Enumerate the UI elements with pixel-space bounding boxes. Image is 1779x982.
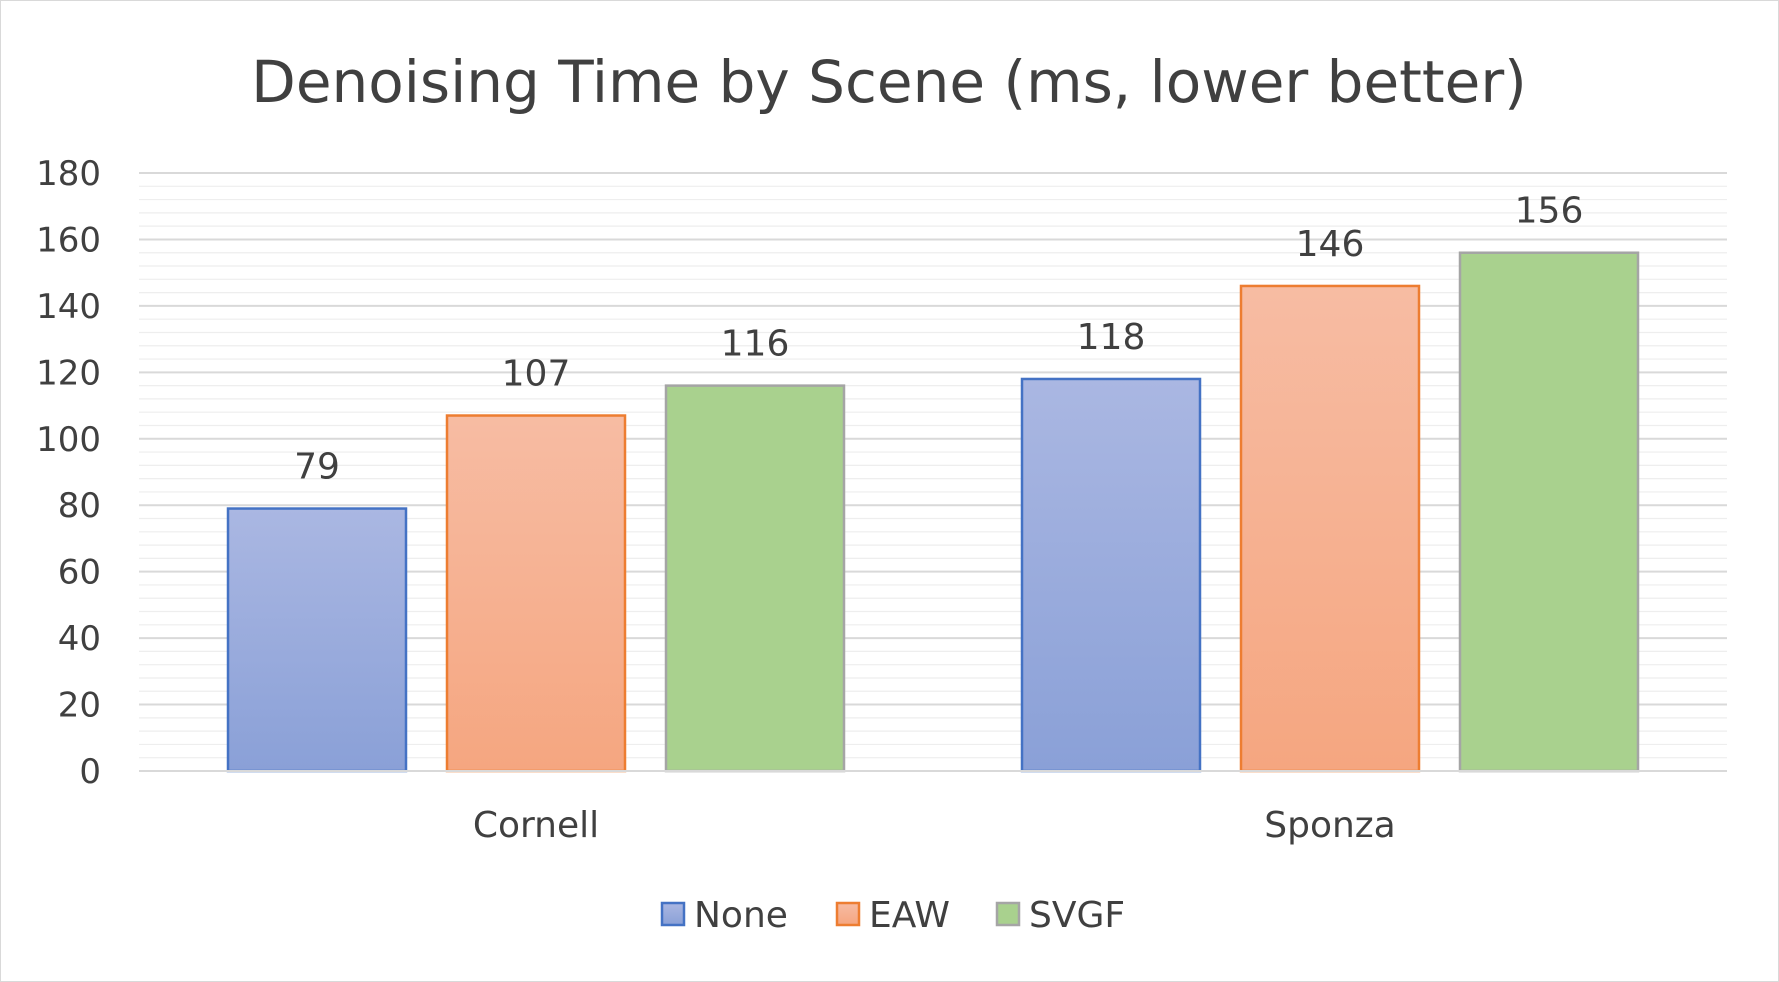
y-tick-label: 100	[36, 420, 101, 460]
data-label-sponza-none: 118	[1077, 317, 1146, 358]
y-tick-label: 120	[36, 353, 101, 393]
bar-sponza-none	[1020, 377, 1202, 773]
data-labels: 79 107 116 118 146 156	[294, 191, 1583, 488]
legend-swatch-svgf	[995, 901, 1021, 927]
data-label-cornell-none: 79	[294, 447, 340, 488]
y-tick-label: 140	[36, 287, 101, 327]
y-tick-label: 0	[79, 752, 101, 792]
bar-sponza-eaw	[1239, 284, 1421, 773]
y-tick-label: 20	[58, 686, 101, 726]
bar-cornell-none	[226, 507, 408, 773]
legend-item-none: None	[660, 895, 788, 936]
y-tick-label: 40	[58, 619, 101, 659]
x-axis-category-labels: Cornell Sponza	[473, 805, 1396, 846]
data-label-sponza-svgf: 156	[1515, 191, 1584, 232]
legend: None EAW SVGF	[660, 895, 1125, 936]
legend-label-svgf: SVGF	[1029, 895, 1125, 936]
bar-sponza-svgf	[1458, 251, 1640, 773]
y-tick-label: 60	[58, 553, 101, 593]
bar-cornell-svgf	[664, 384, 846, 773]
legend-label-none: None	[694, 895, 788, 936]
legend-swatch-eaw	[835, 901, 861, 927]
legend-label-eaw: EAW	[869, 895, 950, 936]
x-category-label-sponza: Sponza	[1264, 805, 1396, 846]
y-axis-tick-labels: 0 20 40 60 80 100 120 140 160 180	[36, 154, 101, 792]
y-tick-label: 80	[58, 486, 101, 526]
y-tick-label: 180	[36, 154, 101, 194]
chart-title: Denoising Time by Scene (ms, lower bette…	[251, 48, 1527, 116]
bar-cornell-eaw	[445, 414, 627, 773]
data-label-sponza-eaw: 146	[1296, 224, 1365, 265]
legend-swatch-none	[660, 901, 686, 927]
legend-item-svgf: SVGF	[995, 895, 1125, 936]
data-label-cornell-eaw: 107	[502, 354, 571, 395]
x-category-label-cornell: Cornell	[473, 805, 599, 846]
bars	[226, 251, 1640, 773]
data-label-cornell-svgf: 116	[721, 324, 790, 365]
legend-item-eaw: EAW	[835, 895, 950, 936]
y-tick-label: 160	[36, 220, 101, 260]
